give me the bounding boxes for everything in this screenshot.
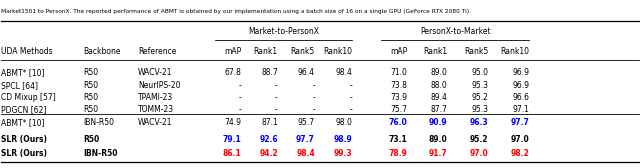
Text: mAP: mAP (390, 47, 408, 56)
Text: Rank1: Rank1 (253, 47, 278, 56)
Text: -: - (275, 81, 278, 90)
Text: -: - (275, 93, 278, 102)
Text: R50: R50 (84, 135, 100, 144)
Text: ABMT* [10]: ABMT* [10] (1, 118, 44, 127)
Text: 97.7: 97.7 (511, 118, 529, 127)
Text: Reference: Reference (138, 47, 177, 56)
Text: R50: R50 (84, 68, 99, 77)
Text: -: - (349, 81, 352, 90)
Text: CD Mixup [57]: CD Mixup [57] (1, 93, 56, 102)
Text: 89.0: 89.0 (429, 135, 448, 144)
Text: 95.2: 95.2 (472, 93, 488, 102)
Text: UDA Methods: UDA Methods (1, 47, 52, 56)
Text: -: - (275, 105, 278, 114)
Text: 99.3: 99.3 (333, 149, 352, 158)
Text: Rank10: Rank10 (323, 47, 352, 56)
Text: R50: R50 (84, 81, 99, 90)
Text: 95.2: 95.2 (470, 135, 488, 144)
Text: Rank1: Rank1 (424, 47, 448, 56)
Text: 96.9: 96.9 (513, 81, 529, 90)
Text: Market-to-PersonX: Market-to-PersonX (248, 27, 319, 36)
Text: -: - (349, 93, 352, 102)
Text: -: - (239, 93, 241, 102)
Text: 74.9: 74.9 (225, 118, 241, 127)
Text: Rank10: Rank10 (500, 47, 529, 56)
Text: 96.3: 96.3 (470, 118, 488, 127)
Text: R50: R50 (84, 105, 99, 114)
Text: 88.7: 88.7 (261, 68, 278, 77)
Text: 95.0: 95.0 (472, 68, 488, 77)
Text: 76.0: 76.0 (388, 118, 408, 127)
Text: PDGCN [62]: PDGCN [62] (1, 105, 46, 114)
Text: mAP: mAP (224, 47, 241, 56)
Text: 95.3: 95.3 (472, 105, 488, 114)
Text: 97.1: 97.1 (513, 105, 529, 114)
Text: 67.8: 67.8 (225, 68, 241, 77)
Text: Market1501 to PersonX. The reported performance of ABMT is obtained by our imple: Market1501 to PersonX. The reported perf… (1, 9, 470, 14)
Text: -: - (239, 105, 241, 114)
Text: -: - (312, 93, 315, 102)
Text: NeurIPS-20: NeurIPS-20 (138, 81, 180, 90)
Text: 91.7: 91.7 (429, 149, 448, 158)
Text: 78.9: 78.9 (388, 149, 408, 158)
Text: WACV-21: WACV-21 (138, 68, 173, 77)
Text: 73.1: 73.1 (388, 135, 408, 144)
Text: ABMT* [10]: ABMT* [10] (1, 68, 44, 77)
Text: 98.0: 98.0 (335, 118, 352, 127)
Text: 95.7: 95.7 (298, 118, 315, 127)
Text: 97.0: 97.0 (470, 149, 488, 158)
Text: -: - (312, 81, 315, 90)
Text: R50: R50 (84, 93, 99, 102)
Text: 92.6: 92.6 (259, 135, 278, 144)
Text: Backbone: Backbone (84, 47, 121, 56)
Text: 98.2: 98.2 (511, 149, 529, 158)
Text: 96.4: 96.4 (298, 68, 315, 77)
Text: 73.8: 73.8 (390, 81, 408, 90)
Text: 87.1: 87.1 (261, 118, 278, 127)
Text: 87.7: 87.7 (431, 105, 448, 114)
Text: TPAMI-23: TPAMI-23 (138, 93, 173, 102)
Text: SLR (Ours): SLR (Ours) (1, 135, 47, 144)
Text: 96.6: 96.6 (513, 93, 529, 102)
Text: 89.0: 89.0 (431, 68, 448, 77)
Text: 96.9: 96.9 (513, 68, 529, 77)
Text: 90.9: 90.9 (429, 118, 448, 127)
Text: 73.9: 73.9 (390, 93, 408, 102)
Text: SLR (Ours): SLR (Ours) (1, 149, 47, 158)
Text: Rank5: Rank5 (465, 47, 488, 56)
Text: -: - (349, 105, 352, 114)
Text: -: - (239, 81, 241, 90)
Text: 75.7: 75.7 (390, 105, 408, 114)
Text: 95.3: 95.3 (472, 81, 488, 90)
Text: 89.4: 89.4 (431, 93, 448, 102)
Text: IBN-R50: IBN-R50 (84, 149, 118, 158)
Text: SPCL [64]: SPCL [64] (1, 81, 38, 90)
Text: 98.4: 98.4 (296, 149, 315, 158)
Text: WACV-21: WACV-21 (138, 118, 173, 127)
Text: 98.4: 98.4 (335, 68, 352, 77)
Text: 97.0: 97.0 (511, 135, 529, 144)
Text: 86.1: 86.1 (223, 149, 241, 158)
Text: 79.1: 79.1 (223, 135, 241, 144)
Text: Rank5: Rank5 (291, 47, 315, 56)
Text: TOMM-23: TOMM-23 (138, 105, 174, 114)
Text: IBN-R50: IBN-R50 (84, 118, 115, 127)
Text: -: - (312, 105, 315, 114)
Text: PersonX-to-Market: PersonX-to-Market (420, 27, 490, 36)
Text: 94.2: 94.2 (259, 149, 278, 158)
Text: 71.0: 71.0 (390, 68, 408, 77)
Text: 98.9: 98.9 (333, 135, 352, 144)
Text: 88.0: 88.0 (431, 81, 448, 90)
Text: 97.7: 97.7 (296, 135, 315, 144)
